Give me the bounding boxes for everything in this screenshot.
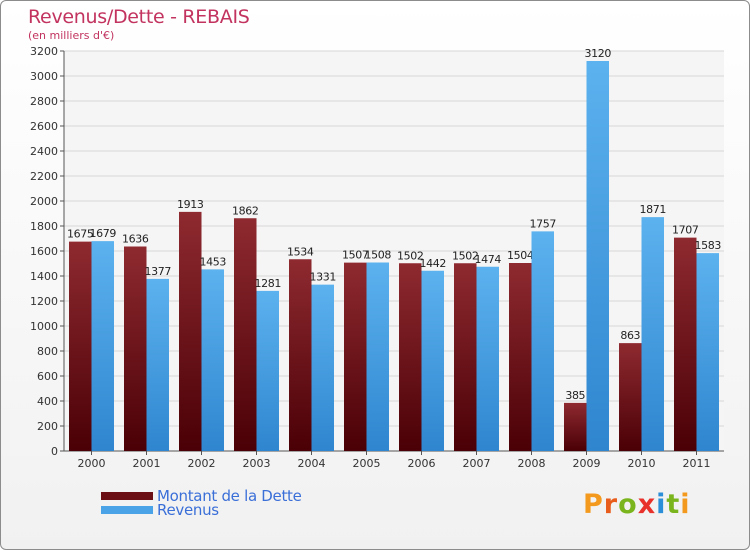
bar-debt [234,218,257,451]
bar-revenue [146,278,169,451]
bar-revenue [531,231,554,451]
bar-revenue [641,217,664,451]
chart-subtitle: (en milliers d'€) [28,29,115,42]
y-tick-label: 600 [37,370,58,383]
x-tick-label: 2001 [133,457,161,470]
y-tick-label: 2000 [30,195,58,208]
y-tick-label: 1400 [30,270,58,283]
data-label-debt: 1636 [122,233,149,246]
y-tick-label: 2600 [30,120,58,133]
legend-label-debt: Montant de la Dette [157,487,302,505]
data-label-revenue: 1442 [420,257,446,270]
x-tick-label: 2002 [188,457,216,470]
data-label-debt: 1507 [342,249,369,262]
data-label-debt: 385 [565,389,585,402]
legend-swatch-debt [101,492,153,500]
data-label-debt: 1502 [452,249,478,262]
y-tick-label: 1800 [30,220,58,233]
bar-debt [509,263,532,451]
data-label-debt: 863 [620,329,640,342]
y-tick-label: 1000 [30,320,58,333]
data-label-revenue: 1871 [640,203,666,216]
bar-debt [454,263,477,451]
data-label-revenue: 1508 [365,249,392,262]
data-label-revenue: 1281 [255,277,281,290]
legend-item-debt: Montant de la Dette [101,487,302,505]
chart-title: Revenus/Dette - REBAIS [28,6,250,28]
legend-swatch-revenue [101,506,153,514]
bar-revenue [476,266,499,451]
data-label-revenue: 1679 [90,227,117,240]
bar-revenue [256,290,279,451]
data-label-revenue: 1453 [200,255,227,268]
x-tick-label: 2010 [628,457,656,470]
bar-debt [179,211,202,451]
data-label-revenue: 1474 [475,253,502,266]
y-tick-label: 3000 [30,70,58,83]
x-tick-label: 2007 [463,457,491,470]
data-label-revenue: 1583 [695,239,722,252]
bar-revenue [696,253,719,451]
bar-debt [619,343,642,451]
bar-debt [344,262,367,451]
y-tick-label: 400 [37,395,58,408]
bar-debt [399,263,422,451]
y-tick-label: 2800 [30,95,58,108]
data-label-revenue: 1331 [310,271,336,284]
data-label-revenue: 3120 [585,47,612,60]
y-tick-label: 2400 [30,145,58,158]
data-label-debt: 1504 [507,249,534,262]
x-tick-label: 2011 [683,457,711,470]
data-label-debt: 1862 [232,204,258,217]
x-tick-label: 2006 [408,457,436,470]
x-tick-label: 2005 [353,457,381,470]
x-tick-label: 2000 [78,457,106,470]
data-label-debt: 1534 [287,245,314,258]
bar-revenue [366,262,389,451]
bar-revenue [421,270,444,451]
data-label-debt: 1913 [177,198,204,211]
y-tick-label: 2200 [30,170,58,183]
y-tick-label: 1200 [30,295,58,308]
y-tick-label: 3200 [30,45,58,58]
data-label-revenue: 1377 [145,265,172,278]
data-label-debt: 1502 [397,249,423,262]
bar-revenue [201,269,224,451]
data-label-revenue: 1757 [530,217,557,230]
x-tick-label: 2003 [243,457,271,470]
y-tick-label: 200 [37,420,58,433]
bar-debt [124,246,147,451]
data-label-debt: 1675 [67,228,94,241]
legend-label-revenue: Revenus [157,501,219,519]
bar-revenue [91,241,114,451]
y-tick-label: 1600 [30,245,58,258]
x-tick-label: 2004 [298,457,326,470]
bar-debt [564,402,587,451]
data-label-debt: 1707 [672,224,699,237]
proxiti-logo: Proxiti [583,489,691,520]
bar-revenue [586,61,609,451]
y-tick-label: 800 [37,345,58,358]
legend-item-revenue: Revenus [101,501,219,519]
bar-debt [69,241,92,451]
y-tick-label: 0 [51,445,58,458]
bar-debt [289,259,312,451]
x-tick-label: 2009 [573,457,601,470]
bar-revenue [311,284,334,451]
x-tick-label: 2008 [518,457,546,470]
bar-debt [674,237,697,451]
